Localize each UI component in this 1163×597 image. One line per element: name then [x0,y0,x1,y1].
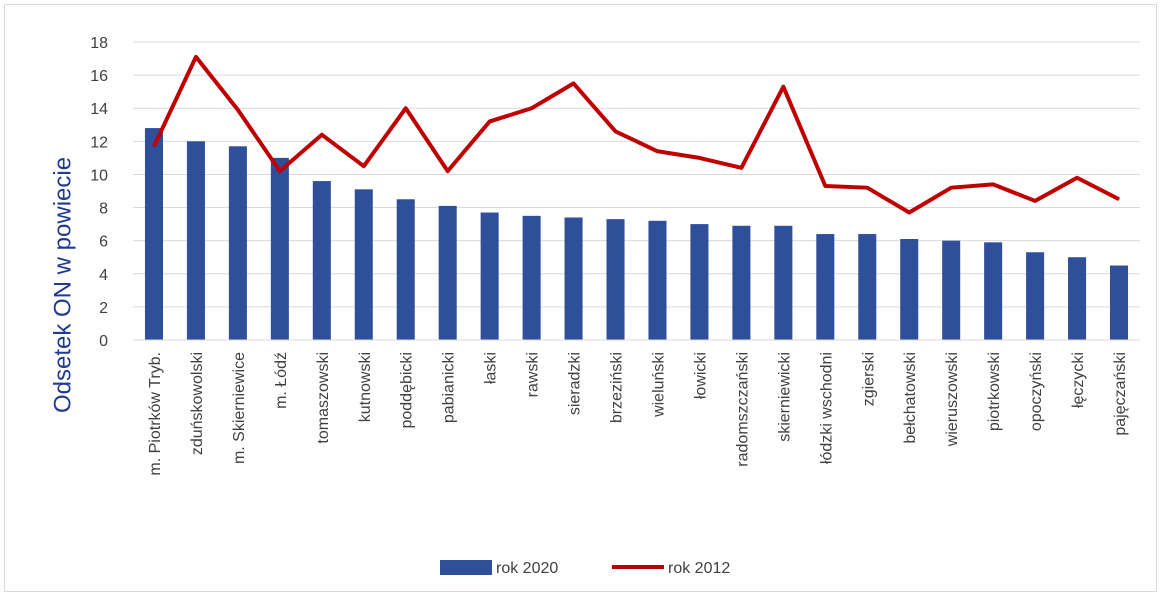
line-point [195,56,197,58]
line-point [1034,200,1036,202]
bar [312,181,331,340]
y-axis-ticks: 0 2 4 6 8 10 12 14 16 18 [90,35,108,350]
line-point [237,109,239,111]
y-tick-label: 6 [99,234,108,251]
x-tick-label: poddębicki [399,352,416,429]
y-tick-label: 14 [90,101,108,118]
line-point [153,145,155,147]
line-point [908,212,910,214]
bar [774,225,793,340]
x-tick-label: łęczycki [1070,352,1087,408]
bar [396,199,415,340]
bar [564,217,583,340]
line-point [866,187,868,189]
line-point [573,82,575,84]
bar [228,146,247,340]
bar [984,242,1003,340]
bar [144,128,164,340]
line-point [1118,198,1120,200]
x-tick-label: pabianicki [441,352,458,423]
bar [1109,265,1129,340]
y-tick-label: 0 [99,333,108,350]
bar [522,215,541,340]
y-tick-label: 8 [99,201,108,218]
bar [270,157,289,340]
x-tick-label: łowicki [692,352,709,399]
bar [438,205,457,340]
x-axis-ticks: m. Piotrków Tryb. zduńskowolski m. Skierni… [147,352,1129,476]
y-tick-label: 10 [90,167,108,184]
line-point [321,134,323,136]
x-tick-label: m. Skierniewice [231,352,248,464]
x-tick-label: łódzki wschodni [818,352,835,464]
line-point [698,157,700,159]
x-tick-label: kutnowski [357,352,374,422]
x-tick-label: sieradzki [567,352,584,415]
line-point [740,167,742,169]
line-point [615,130,617,132]
legend: rok 2020 rok 2012 [440,560,730,577]
line-point [279,170,281,172]
bar [1026,252,1045,340]
x-tick-label: bełchatowski [902,352,919,444]
line-point [447,170,449,172]
x-tick-label: zduńskowolski [189,352,206,455]
x-tick-label: tomaszowski [315,352,332,444]
x-tick-label: rawski [525,352,542,397]
y-tick-label: 4 [99,267,108,284]
y-tick-label: 2 [99,300,108,317]
x-tick-label: radomszczański [734,352,751,467]
bar [606,219,625,340]
x-tick-label: wieruszowski [944,352,961,447]
x-tick-label: łaski [483,352,500,384]
x-tick-label: zgierski [860,352,877,406]
line-point [363,165,365,167]
bar [732,225,751,340]
line-series [152,54,1120,215]
x-tick-label: m. Łódź [273,352,290,409]
legend-label-line: rok 2012 [668,560,730,577]
line-point [656,150,658,152]
x-tick-label: piotrkowski [986,352,1003,431]
bar [480,212,499,340]
x-tick-label: opoczyński [1028,352,1045,431]
bar [816,234,835,340]
x-tick-label: wieluński [650,352,667,418]
bar [690,224,709,340]
y-axis-label: Odsetek ON w powiecie [49,157,76,413]
bar-series [144,128,1129,340]
line-point [405,107,407,109]
x-tick-label: pajęczański [1112,352,1129,436]
line-point [992,183,994,185]
bar [942,240,961,340]
line-point [782,86,784,88]
bar [648,220,667,340]
y-tick-label: 16 [90,68,108,85]
bar [1068,257,1087,340]
x-tick-label: brzeziński [609,352,626,423]
bar [900,239,919,340]
x-tick-label: skierniewicki [776,352,793,442]
bar [354,189,373,340]
line-point [531,107,533,109]
x-tick-label: m. Piotrków Tryb. [147,352,164,476]
bar [858,234,877,340]
y-tick-label: 12 [90,134,108,151]
line-point [824,185,826,187]
bar [186,141,205,340]
y-tick-label: 18 [90,35,108,52]
legend-swatch-bar [440,560,492,575]
legend-label-bar: rok 2020 [496,560,558,577]
series-line [152,54,1120,215]
line-point [950,187,952,189]
line-point [1076,177,1078,179]
line-point [489,120,491,122]
